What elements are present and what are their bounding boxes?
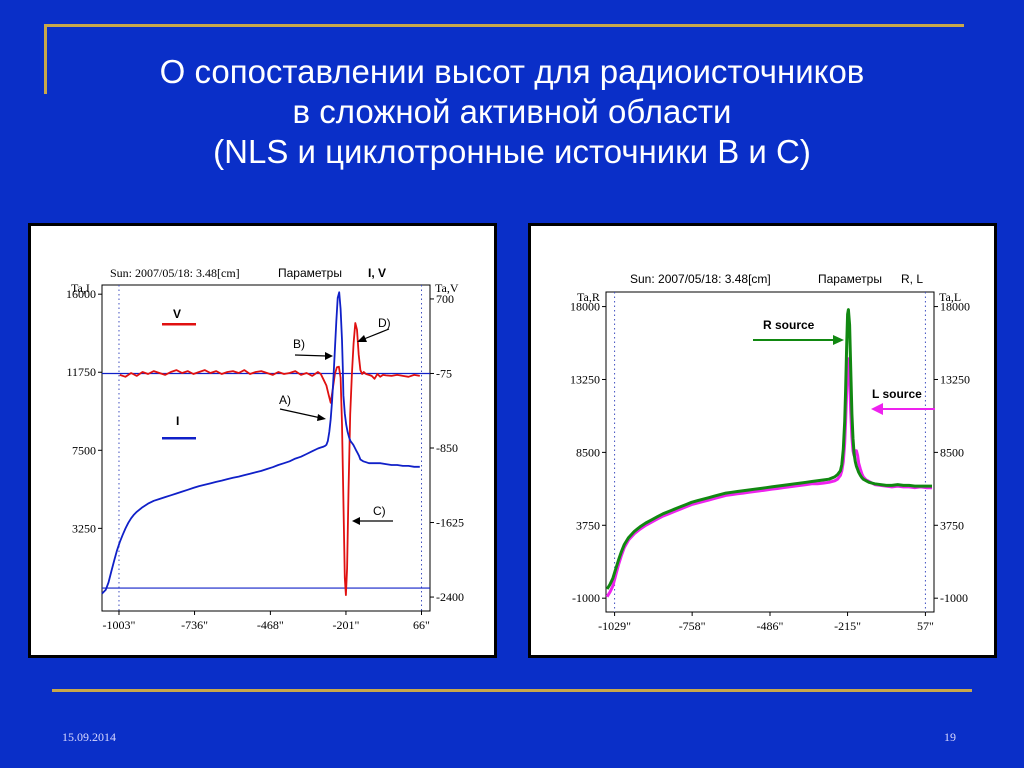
slide-date: 15.09.2014 bbox=[62, 730, 116, 744]
annotation-b-label: B) bbox=[293, 337, 305, 351]
right-tick-label: 8500 bbox=[940, 445, 964, 459]
left-gold-line bbox=[44, 24, 47, 94]
x-tick-label: -736" bbox=[181, 618, 208, 632]
rl-chart-svg: Sun: 2007/05/18: 3.48[cm] Параметры R, L… bbox=[570, 272, 970, 633]
iv-chart-svg: Sun: 2007/05/18: 3.48[cm] Параметры I, V… bbox=[66, 266, 464, 632]
left-tick-label: 7500 bbox=[72, 443, 96, 457]
legend-label-i: I bbox=[176, 414, 179, 428]
annotation-c-label: C) bbox=[373, 504, 386, 518]
right-tick-label: 13250 bbox=[940, 372, 970, 386]
x-tick-label: 57" bbox=[917, 619, 934, 633]
legend-arrowhead-l-source bbox=[871, 403, 883, 415]
annotation-a-arrow bbox=[279, 408, 322, 419]
annotation-c-arrowhead bbox=[352, 517, 360, 525]
slide-page-number: 19 bbox=[944, 730, 956, 744]
legend-swatch-v bbox=[162, 323, 196, 326]
right-tick-label: -2400 bbox=[436, 590, 464, 604]
left-tick-label: 3250 bbox=[72, 521, 96, 535]
right-tick-label: -1625 bbox=[436, 516, 464, 530]
annotation-d-label: D) bbox=[378, 316, 391, 330]
annotation-a-label: A) bbox=[279, 393, 291, 407]
x-tick-label: -758" bbox=[679, 619, 706, 633]
right-tick-label: 700 bbox=[436, 292, 454, 306]
annotation-b-arrowhead bbox=[325, 352, 333, 360]
legend-l-source: L source bbox=[871, 387, 935, 415]
title-line-3: (NLS и циклотронные источники B и C) bbox=[213, 133, 811, 170]
chart-panel-rl: Sun: 2007/05/18: 3.48[cm] Параметры R, L… bbox=[528, 223, 997, 658]
x-tick-label: -201" bbox=[332, 618, 359, 632]
right-tick-label: 3750 bbox=[940, 518, 964, 532]
iv-left-axis-label: Ta,I bbox=[71, 281, 90, 295]
series-line-i bbox=[101, 291, 420, 595]
rl-right-axis-label: Ta,L bbox=[939, 290, 961, 304]
left-tick-label: 18000 bbox=[570, 300, 600, 314]
rl-left-axis-label: Ta,R bbox=[577, 290, 600, 304]
slide-title: О сопоставлении высот для радиоисточнико… bbox=[60, 52, 964, 172]
iv-chart-header: Sun: 2007/05/18: 3.48[cm] bbox=[110, 266, 240, 280]
legend-label-v: V bbox=[173, 307, 181, 321]
x-tick-label: -486" bbox=[757, 619, 784, 633]
annotation-a-arrowhead bbox=[317, 414, 326, 421]
legend-r-source: R source bbox=[753, 318, 844, 345]
rl-chart-header: Sun: 2007/05/18: 3.48[cm] bbox=[630, 272, 771, 286]
rl-params-label: Параметры bbox=[818, 272, 882, 286]
x-tick-label: -215" bbox=[834, 619, 861, 633]
annotation-d-arrow bbox=[363, 328, 390, 340]
left-tick-label: 11750 bbox=[66, 365, 96, 379]
left-tick-label: 13250 bbox=[570, 372, 600, 386]
iv-params-value: I, V bbox=[368, 266, 386, 280]
annotation-b: B) bbox=[293, 337, 333, 360]
rl-params-value: R, L bbox=[901, 272, 923, 286]
right-tick-label: -1000 bbox=[940, 591, 968, 605]
annotation-b-arrow bbox=[294, 354, 328, 357]
left-tick-label: 3750 bbox=[576, 518, 600, 532]
legend-label-r-source: R source bbox=[763, 318, 815, 332]
x-tick-label: -1003" bbox=[103, 618, 136, 632]
legend-label-l-source: L source bbox=[872, 387, 922, 401]
title-line-2: в сложной активной области bbox=[292, 93, 732, 130]
right-tick-label: -75 bbox=[436, 366, 452, 380]
x-tick-label: 66" bbox=[413, 618, 430, 632]
title-line-1: О сопоставлении высот для радиоисточнико… bbox=[159, 53, 865, 90]
annotation-d: D) bbox=[357, 316, 391, 342]
left-tick-label: 16000 bbox=[66, 287, 96, 301]
iv-params-label: Параметры bbox=[278, 266, 342, 280]
annotation-a: A) bbox=[279, 393, 326, 421]
series-line-v bbox=[119, 322, 420, 597]
right-tick-label: -850 bbox=[436, 441, 458, 455]
iv-right-axis-label: Ta,V bbox=[435, 281, 459, 295]
legend-arrowhead-r-source bbox=[833, 335, 844, 345]
x-tick-label: -468" bbox=[257, 618, 284, 632]
annotation-c: C) bbox=[352, 504, 393, 525]
bottom-gold-line bbox=[52, 689, 972, 692]
right-tick-label: 18000 bbox=[940, 300, 970, 314]
annotation-d-arrowhead bbox=[357, 335, 367, 342]
legend-swatch-i bbox=[162, 437, 196, 440]
iv-plot-frame bbox=[101, 284, 431, 612]
x-tick-label: -1029" bbox=[598, 619, 631, 633]
left-tick-label: 8500 bbox=[576, 445, 600, 459]
chart-panel-iv: Sun: 2007/05/18: 3.48[cm] Параметры I, V… bbox=[28, 223, 497, 658]
top-gold-line bbox=[44, 24, 964, 27]
left-tick-label: -1000 bbox=[572, 591, 600, 605]
series-line-r-source bbox=[605, 308, 932, 590]
